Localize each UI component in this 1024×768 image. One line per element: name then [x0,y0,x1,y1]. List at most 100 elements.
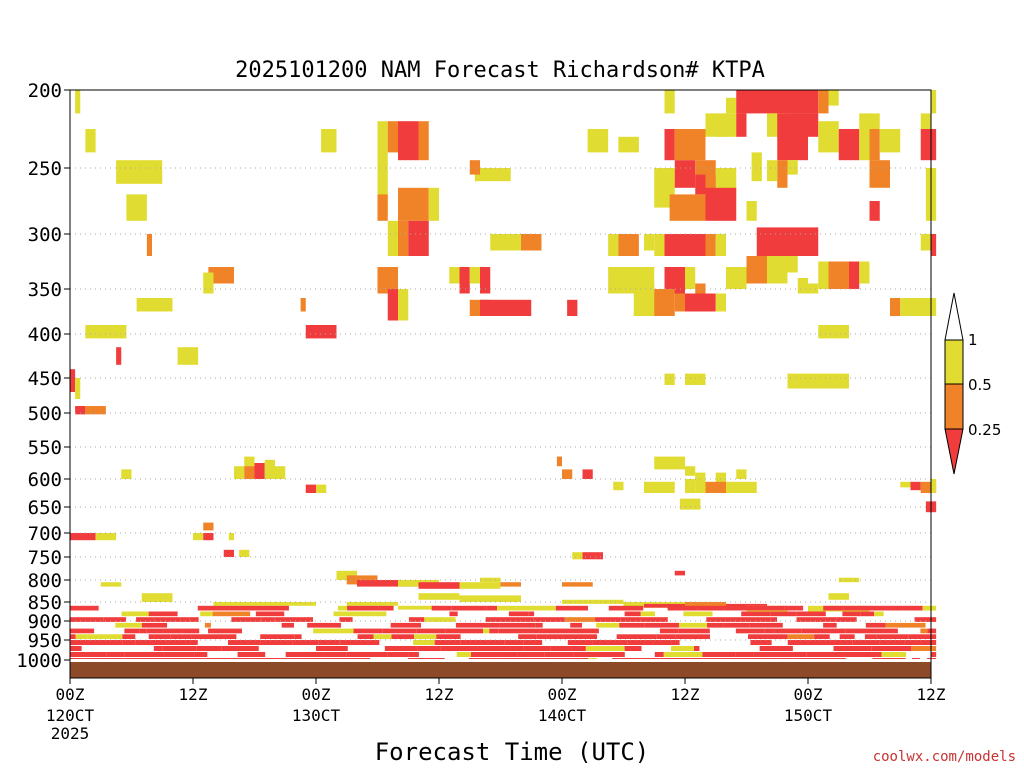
heat-cell [254,463,265,479]
heat-cell [428,187,439,221]
pbl-cell [656,634,676,639]
heat-cell [654,234,665,256]
heat-cell [244,456,255,467]
pbl-cell [486,605,498,611]
pbl-cell [212,611,251,617]
pbl-cell [166,640,198,645]
heat-cell [357,580,419,587]
pbl-cell [693,646,700,651]
pbl-cell [122,634,136,639]
pbl-cell [229,605,264,611]
pbl-cell [106,652,125,657]
pbl-cell [570,622,583,628]
heat-cell [674,293,685,312]
pbl-cell [216,658,256,659]
pbl-cell [87,634,123,639]
pbl-cell [546,634,564,639]
pbl-cell [608,605,644,611]
pbl-cell [390,622,421,628]
heat-cell [664,234,706,256]
pbl-cell [872,658,897,659]
pbl-cell [70,634,76,639]
heat-cell [582,552,603,560]
heat-cell [459,582,501,589]
heat-cell [398,605,439,610]
heat-cell [85,325,127,339]
heat-cell [715,234,726,256]
heat-cell [556,456,562,467]
y-tick-label: 300 [28,224,62,246]
heat-cell [418,582,460,589]
legend-swatch-above [944,292,964,341]
heat-cell [674,129,685,161]
heat-cell [449,267,460,284]
pbl-cell [153,617,181,622]
heat-cell [321,129,337,153]
pbl-cell [197,605,230,611]
pbl-cell [141,622,168,628]
heat-cell [787,256,798,273]
heat-cell [418,121,429,161]
legend-swatch-yellow [944,339,964,385]
pbl-cell [876,634,909,639]
pbl-cell [735,628,765,634]
pbl-cell [70,640,110,645]
heat-cell [715,113,737,137]
pbl-cell [339,617,353,622]
pbl-cell [502,652,518,657]
pbl-cell [451,605,487,611]
heat-cell [239,549,250,557]
pbl-cell [796,611,826,617]
y-tick-label: 1000 [16,650,62,672]
heat-cell [377,121,388,215]
pbl-cell [523,646,551,651]
pbl-cell [592,640,628,645]
pbl-cell [313,628,354,634]
pbl-cell [862,628,898,634]
heat-cell [685,466,696,476]
pbl-cell [881,652,907,657]
pbl-cell [413,640,435,645]
heat-cell [618,136,639,153]
pbl-cell [135,640,167,645]
x-tick-date: 120CT [46,706,95,725]
pbl-cell [843,605,858,611]
pbl-cell [659,658,666,659]
pbl-cell [864,634,877,639]
pbl-cell [70,652,107,657]
heat-cell [649,283,655,316]
pbl-cell [571,646,586,651]
y-tick-label: 500 [28,403,62,425]
heat-cell [203,533,214,541]
heat-cell [203,522,214,531]
heat-cell [70,533,96,541]
pbl-cell [697,605,725,611]
pbl-cell [787,640,826,645]
heat-cell [838,129,860,161]
heat-cell [674,160,696,188]
pbl-cell [431,605,452,611]
pbl-cell [921,640,937,645]
pbl-cell [904,640,922,645]
pbl-cell [416,628,446,634]
pbl-cell [896,658,906,659]
pbl-cell [543,617,565,622]
heat-cell [818,90,829,114]
heat-cell [838,577,860,583]
heat-cell [828,593,849,600]
heat-cell [85,129,96,153]
pbl-cell [563,658,589,659]
pbl-cell [932,658,937,659]
heat-cell [126,194,147,221]
heat-cell [469,267,480,284]
pbl-cell [336,658,371,659]
heat-cell [751,152,762,182]
pbl-cell [533,617,544,622]
pbl-cell [384,646,418,651]
legend-swatch-orange [944,383,964,430]
heat-cell [608,267,655,294]
pbl-cell [318,640,340,645]
pbl-cell [283,658,297,659]
x-axis-label: Forecast Time (UTC) [375,738,650,766]
heat-cell [562,599,624,604]
